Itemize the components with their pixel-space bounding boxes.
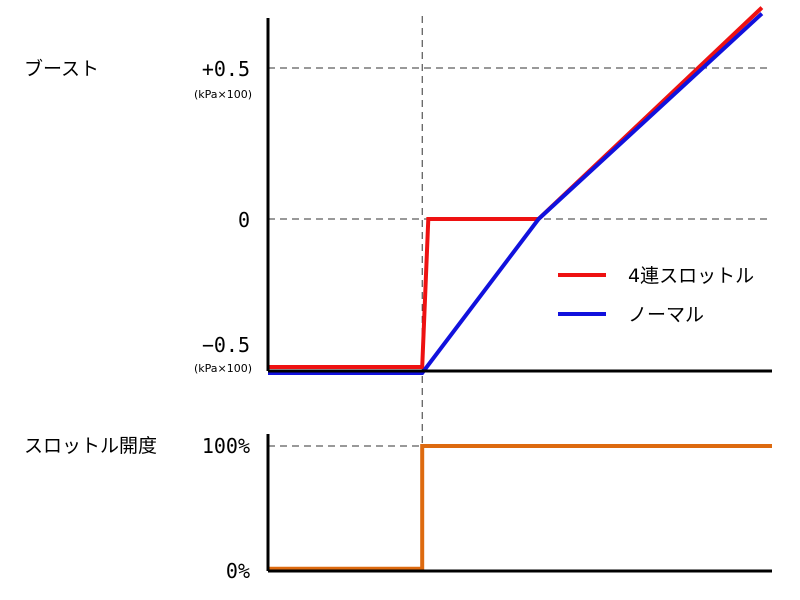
legend-label-quad-throttle: 4連スロットル [628, 265, 754, 287]
throttle-section-title: スロットル開度 [24, 435, 157, 457]
boost-section-title: ブースト [24, 57, 99, 80]
boost-tick-label-min: −0.5 [202, 333, 250, 357]
boost-tick-label-max: +0.5 [202, 57, 250, 81]
boost-tick-unit-min: (kPa×100) [194, 362, 252, 375]
boost-series-1 [268, 12, 764, 375]
boost-tick-label-zero: 0 [238, 208, 250, 232]
boost-tick-unit-max: (kPa×100) [194, 88, 252, 101]
throttle-tick-label-max: 100% [202, 434, 250, 458]
throttle-tick-label-min: 0% [226, 559, 250, 583]
legend-label-normal: ノーマル [628, 304, 704, 326]
throttle-series-0 [268, 444, 772, 571]
